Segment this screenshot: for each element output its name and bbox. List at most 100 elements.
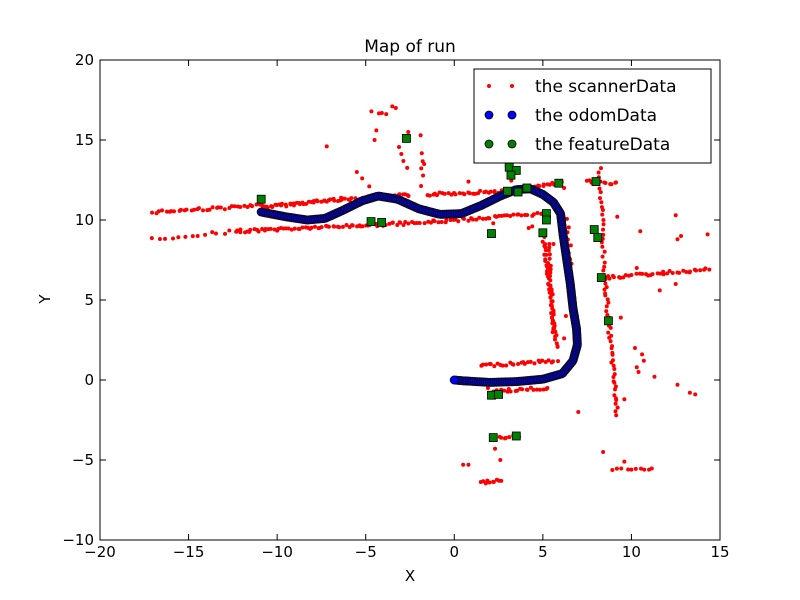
scanner-point xyxy=(598,190,603,195)
y-axis-label: Y xyxy=(36,294,54,305)
scanner-point xyxy=(548,278,553,283)
scanner-point xyxy=(611,275,616,280)
feature-point xyxy=(554,178,564,188)
scanner-point xyxy=(178,207,183,212)
scanner-point xyxy=(566,225,571,230)
scanner-point xyxy=(548,295,553,300)
scanner-point xyxy=(604,304,609,309)
scanner-point xyxy=(596,170,601,175)
scanner-point xyxy=(218,205,223,210)
scanner-point xyxy=(641,358,646,363)
odom-point xyxy=(449,375,459,385)
scanner-point xyxy=(466,179,471,184)
scanner-point xyxy=(462,192,467,197)
scanner-point xyxy=(612,366,617,371)
scanner-point xyxy=(603,293,608,298)
feature-point xyxy=(522,183,532,193)
scanner-point xyxy=(227,228,232,233)
y-tick-label: 15 xyxy=(75,131,94,149)
scanner-point xyxy=(213,231,218,236)
scanner-point xyxy=(629,273,634,278)
scanner-point xyxy=(520,387,525,392)
scanner-point xyxy=(531,387,536,392)
x-tick-label: 5 xyxy=(538,543,548,561)
scanner-point xyxy=(543,359,548,364)
scanner-point xyxy=(349,196,354,201)
legend-marker xyxy=(484,110,494,120)
scanner-point xyxy=(390,104,395,109)
scanner-point xyxy=(519,213,524,218)
scanner-point xyxy=(488,362,493,367)
scanner-point xyxy=(422,162,427,166)
scanner-point xyxy=(492,189,497,194)
scanner-point xyxy=(606,300,611,305)
scanner-point xyxy=(638,229,643,234)
scanner-point xyxy=(150,210,155,215)
scanner-point xyxy=(540,358,545,363)
scanner-point xyxy=(608,325,613,330)
scanner-point xyxy=(442,191,447,196)
scanner-point xyxy=(604,309,609,314)
x-tick-label: 0 xyxy=(450,543,460,561)
scanner-point xyxy=(172,209,177,214)
scanner-point xyxy=(546,358,551,363)
scanner-point xyxy=(555,344,560,349)
feature-point xyxy=(488,433,498,443)
y-tick-label: 10 xyxy=(75,211,94,229)
scanner-point xyxy=(439,220,444,225)
scanner-point xyxy=(403,220,408,225)
scanner-point xyxy=(610,352,615,357)
scanner-point xyxy=(543,248,548,253)
scanner-point xyxy=(461,462,466,467)
scanner-point xyxy=(229,204,234,209)
scanner-point xyxy=(522,361,527,366)
scanner-point xyxy=(387,221,392,226)
y-tick-label: 5 xyxy=(84,291,94,309)
scanner-point xyxy=(638,466,643,471)
scanner-point xyxy=(532,361,537,366)
scanner-point xyxy=(548,267,553,272)
scanner-point xyxy=(248,227,253,232)
scanner-point xyxy=(600,254,605,259)
scanner-point xyxy=(421,173,426,178)
y-tick-label: 20 xyxy=(75,51,94,69)
scanner-point xyxy=(618,315,623,320)
scanner-point xyxy=(545,386,550,391)
scanner-point xyxy=(505,213,510,218)
scanner-point xyxy=(406,130,411,134)
scanner-point xyxy=(615,214,620,219)
scanner-point xyxy=(444,217,449,222)
scanner-point xyxy=(618,275,623,280)
scanner-point xyxy=(405,165,410,170)
scanner-point xyxy=(263,227,268,232)
scanner-point xyxy=(615,405,620,410)
scanner-point xyxy=(563,314,568,318)
scanner-point xyxy=(640,352,645,357)
scanner-point xyxy=(552,326,557,331)
scanner-point xyxy=(632,346,637,350)
scanner-point xyxy=(611,363,616,368)
scanner-point xyxy=(163,236,168,241)
scanner-point xyxy=(546,261,551,266)
scanner-point xyxy=(598,166,603,171)
scanner-point xyxy=(467,191,472,196)
scanner-point xyxy=(190,234,195,239)
x-axis-label: X xyxy=(405,567,415,585)
legend-marker xyxy=(507,139,517,149)
scanner-point xyxy=(422,221,427,226)
scanner-point xyxy=(474,217,479,222)
scanner-point xyxy=(354,170,359,174)
scanner-point xyxy=(684,269,689,274)
feature-point xyxy=(503,186,512,196)
scanner-point xyxy=(399,151,404,156)
scanner-point xyxy=(457,191,462,196)
scanner-point xyxy=(149,236,154,241)
scanner-point xyxy=(340,224,345,229)
scanner-point xyxy=(401,158,406,163)
feature-point xyxy=(487,229,496,239)
scanner-point xyxy=(612,380,617,385)
feature-point xyxy=(542,215,551,225)
scanner-point xyxy=(417,220,422,225)
scanner-point xyxy=(657,288,662,293)
scanner-point xyxy=(401,223,406,228)
